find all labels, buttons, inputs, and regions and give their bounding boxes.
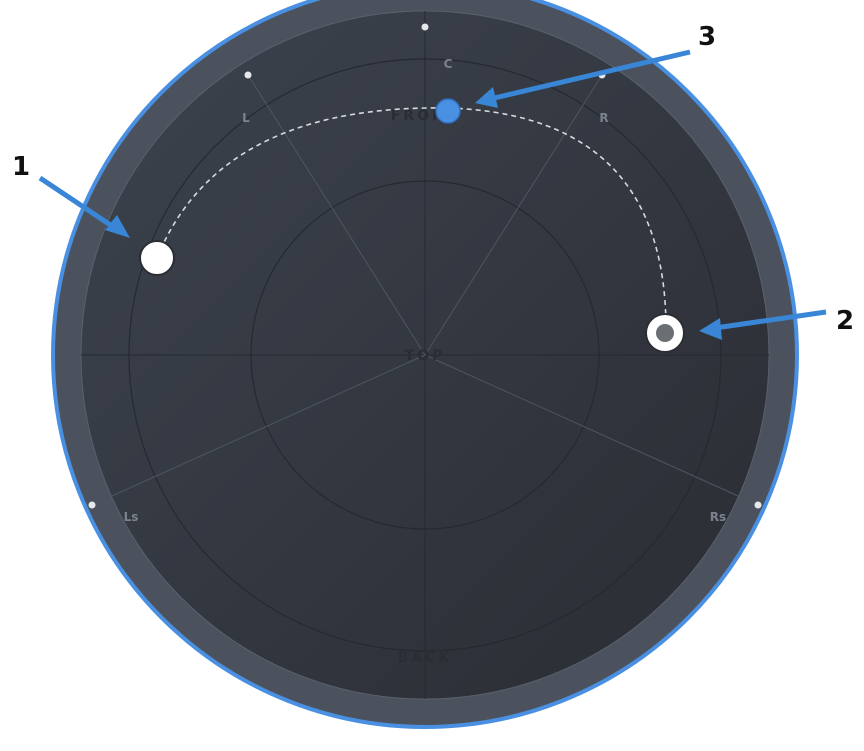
speaker-label-L: L bbox=[242, 111, 250, 125]
speaker-label-C: C bbox=[444, 57, 453, 71]
callout-label-2: 2 bbox=[836, 306, 855, 336]
callout-arrow-1 bbox=[38, 175, 130, 238]
end-position-handle[interactable] bbox=[645, 313, 685, 353]
zone-label-back: BACK bbox=[398, 650, 453, 666]
callout-label-1: 1 bbox=[12, 152, 31, 182]
speaker-label-R: R bbox=[599, 111, 608, 125]
zone-label-top: TOP bbox=[405, 348, 446, 364]
spoke-R bbox=[424, 74, 603, 356]
trajectory-path bbox=[156, 107, 667, 336]
speaker-dot-L[interactable] bbox=[244, 71, 252, 79]
speaker-label-Ls: Ls bbox=[124, 510, 139, 524]
speaker-dot-Rs[interactable] bbox=[754, 501, 762, 509]
start-position-handle[interactable] bbox=[139, 240, 175, 276]
speaker-dot-C[interactable] bbox=[421, 23, 429, 31]
callout-label-3: 3 bbox=[698, 22, 717, 52]
spoke-L bbox=[247, 74, 426, 356]
callout-arrow-2 bbox=[699, 309, 827, 340]
speaker-dot-Ls[interactable] bbox=[88, 501, 96, 509]
callout-arrow-3 bbox=[475, 49, 691, 108]
spoke-Ls bbox=[91, 354, 426, 506]
control-point-handle[interactable] bbox=[435, 98, 461, 124]
spoke-Rs bbox=[424, 354, 759, 506]
speaker-label-Rs: Rs bbox=[710, 510, 726, 524]
